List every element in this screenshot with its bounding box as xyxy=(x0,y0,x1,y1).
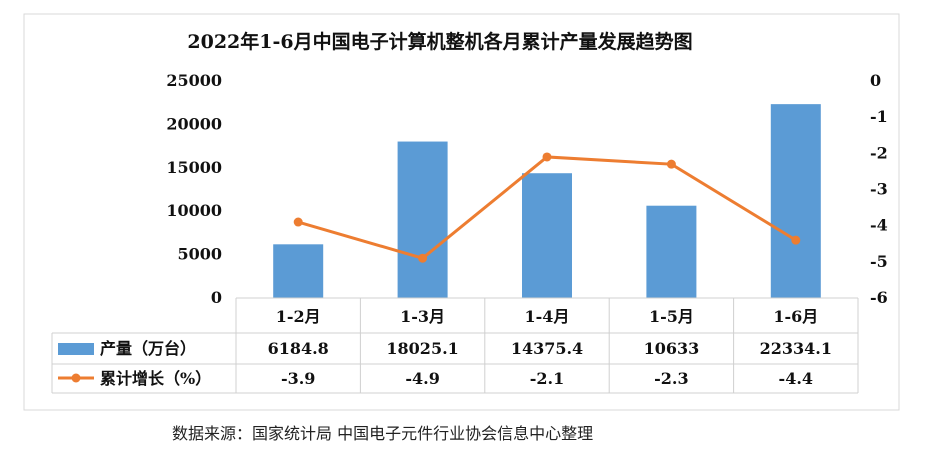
left-axis-tick: 20000 xyxy=(166,114,222,133)
line-point xyxy=(418,253,428,263)
line-point xyxy=(791,235,801,245)
bar-value-label: 6184.8 xyxy=(268,339,329,358)
line-series xyxy=(293,152,801,263)
left-axis: 0 5000 10000 15000 20000 25000 xyxy=(166,71,222,307)
category-label: 1-3月 xyxy=(400,307,445,326)
right-axis-tick: -6 xyxy=(870,288,888,307)
source-note: 数据来源：国家统计局 中国电子元件行业协会信息中心整理 xyxy=(172,424,594,443)
right-axis-tick: -5 xyxy=(870,252,888,271)
legend-line-label: 累计增长（%） xyxy=(100,369,211,388)
line-point xyxy=(293,217,303,227)
left-axis-tick: 15000 xyxy=(166,158,222,177)
bar xyxy=(522,173,572,298)
bar xyxy=(770,104,821,298)
chart-title: 2022年1-6月中国电子计算机整机各月累计产量发展趋势图 xyxy=(187,30,692,53)
category-label: 1-5月 xyxy=(649,307,694,326)
bar xyxy=(646,205,697,298)
line-value-label: -2.1 xyxy=(530,369,564,388)
line-point xyxy=(666,159,676,169)
category-label: 1-2月 xyxy=(276,307,321,326)
left-axis-tick: 10000 xyxy=(166,201,222,220)
left-axis-tick: 0 xyxy=(211,288,222,307)
line-value-label: -4.9 xyxy=(405,369,439,388)
legend-line-marker xyxy=(71,373,81,383)
category-label: 1-6月 xyxy=(773,307,818,326)
bar-value-label: 10633 xyxy=(644,339,700,358)
right-axis-tick: -2 xyxy=(870,143,888,162)
bar-value-label: 18025.1 xyxy=(386,339,458,358)
right-axis-tick: 0 xyxy=(870,71,881,90)
right-axis-tick: -3 xyxy=(870,180,888,199)
bar-series xyxy=(273,104,821,298)
bar-value-label: 22334.1 xyxy=(760,339,832,358)
left-axis-tick: 25000 xyxy=(166,71,222,90)
legend-bar-label: 产量（万台） xyxy=(100,339,196,358)
bar-value-label: 14375.4 xyxy=(511,339,583,358)
legend-bar-swatch xyxy=(58,343,94,355)
line-value-label: -4.4 xyxy=(779,369,813,388)
left-axis-tick: 5000 xyxy=(177,245,222,264)
line-value-label: -3.9 xyxy=(281,369,315,388)
bar xyxy=(397,141,448,298)
line-value-label: -2.3 xyxy=(654,369,688,388)
chart-frame xyxy=(23,13,900,411)
bar xyxy=(273,244,324,298)
line-point xyxy=(542,152,552,162)
right-axis-tick: -1 xyxy=(870,107,888,126)
right-axis-tick: -4 xyxy=(870,216,888,235)
category-label: 1-4月 xyxy=(525,307,570,326)
right-axis: -6 -5 -4 -3 -2 -1 0 xyxy=(870,71,888,307)
